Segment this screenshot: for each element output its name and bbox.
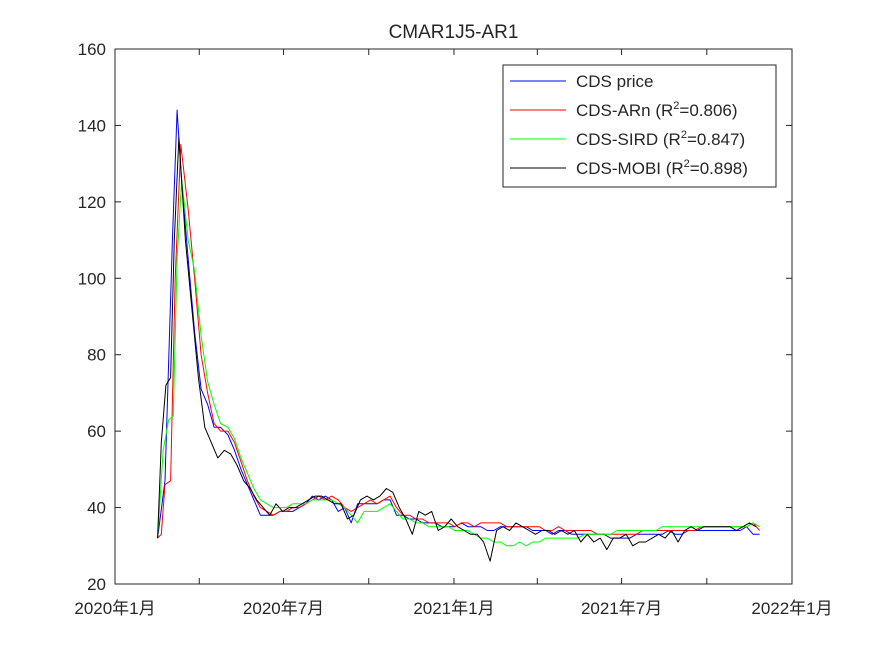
legend-label: CDS-SIRD (R2=0.847) [576,129,745,149]
legend-box [502,64,777,188]
series-line-cds-mobi [157,136,757,562]
y-tick-label: 140 [78,116,106,135]
chart-title: CMAR1J5-AR1 [389,22,519,43]
y-tick-label: 160 [78,40,106,59]
legend-label: CDS price [576,72,653,91]
y-tick-label: 20 [87,575,106,594]
y-tick-label: 60 [87,422,106,441]
legend-label: CDS-ARn (R2=0.806) [576,100,738,120]
legend: CDS price CDS-ARn (R2=0.806) CDS-SIRD (R2=… [502,64,777,188]
ticks-layer: 20 40 60 80 100 120 140 160 2020年1月 2020年7月 2021年1… [74,40,832,618]
x-tick-label: 2022年1月 [751,599,832,618]
y-tick-label: 100 [78,269,106,288]
y-tick-label: 80 [87,346,106,365]
y-tick-label: 40 [87,499,106,518]
series-layer [157,109,760,562]
x-tick-label: 2020年7月 [243,599,324,618]
x-tick-label: 2020年1月 [74,599,155,618]
x-tick-label: 2021年1月 [413,599,494,618]
series-line-cds-sird [157,178,760,547]
legend-label: CDS-MOBI (R2=0.898) [576,158,748,178]
x-tick-label: 2021年7月 [581,599,662,618]
y-tick-label: 120 [78,193,106,212]
